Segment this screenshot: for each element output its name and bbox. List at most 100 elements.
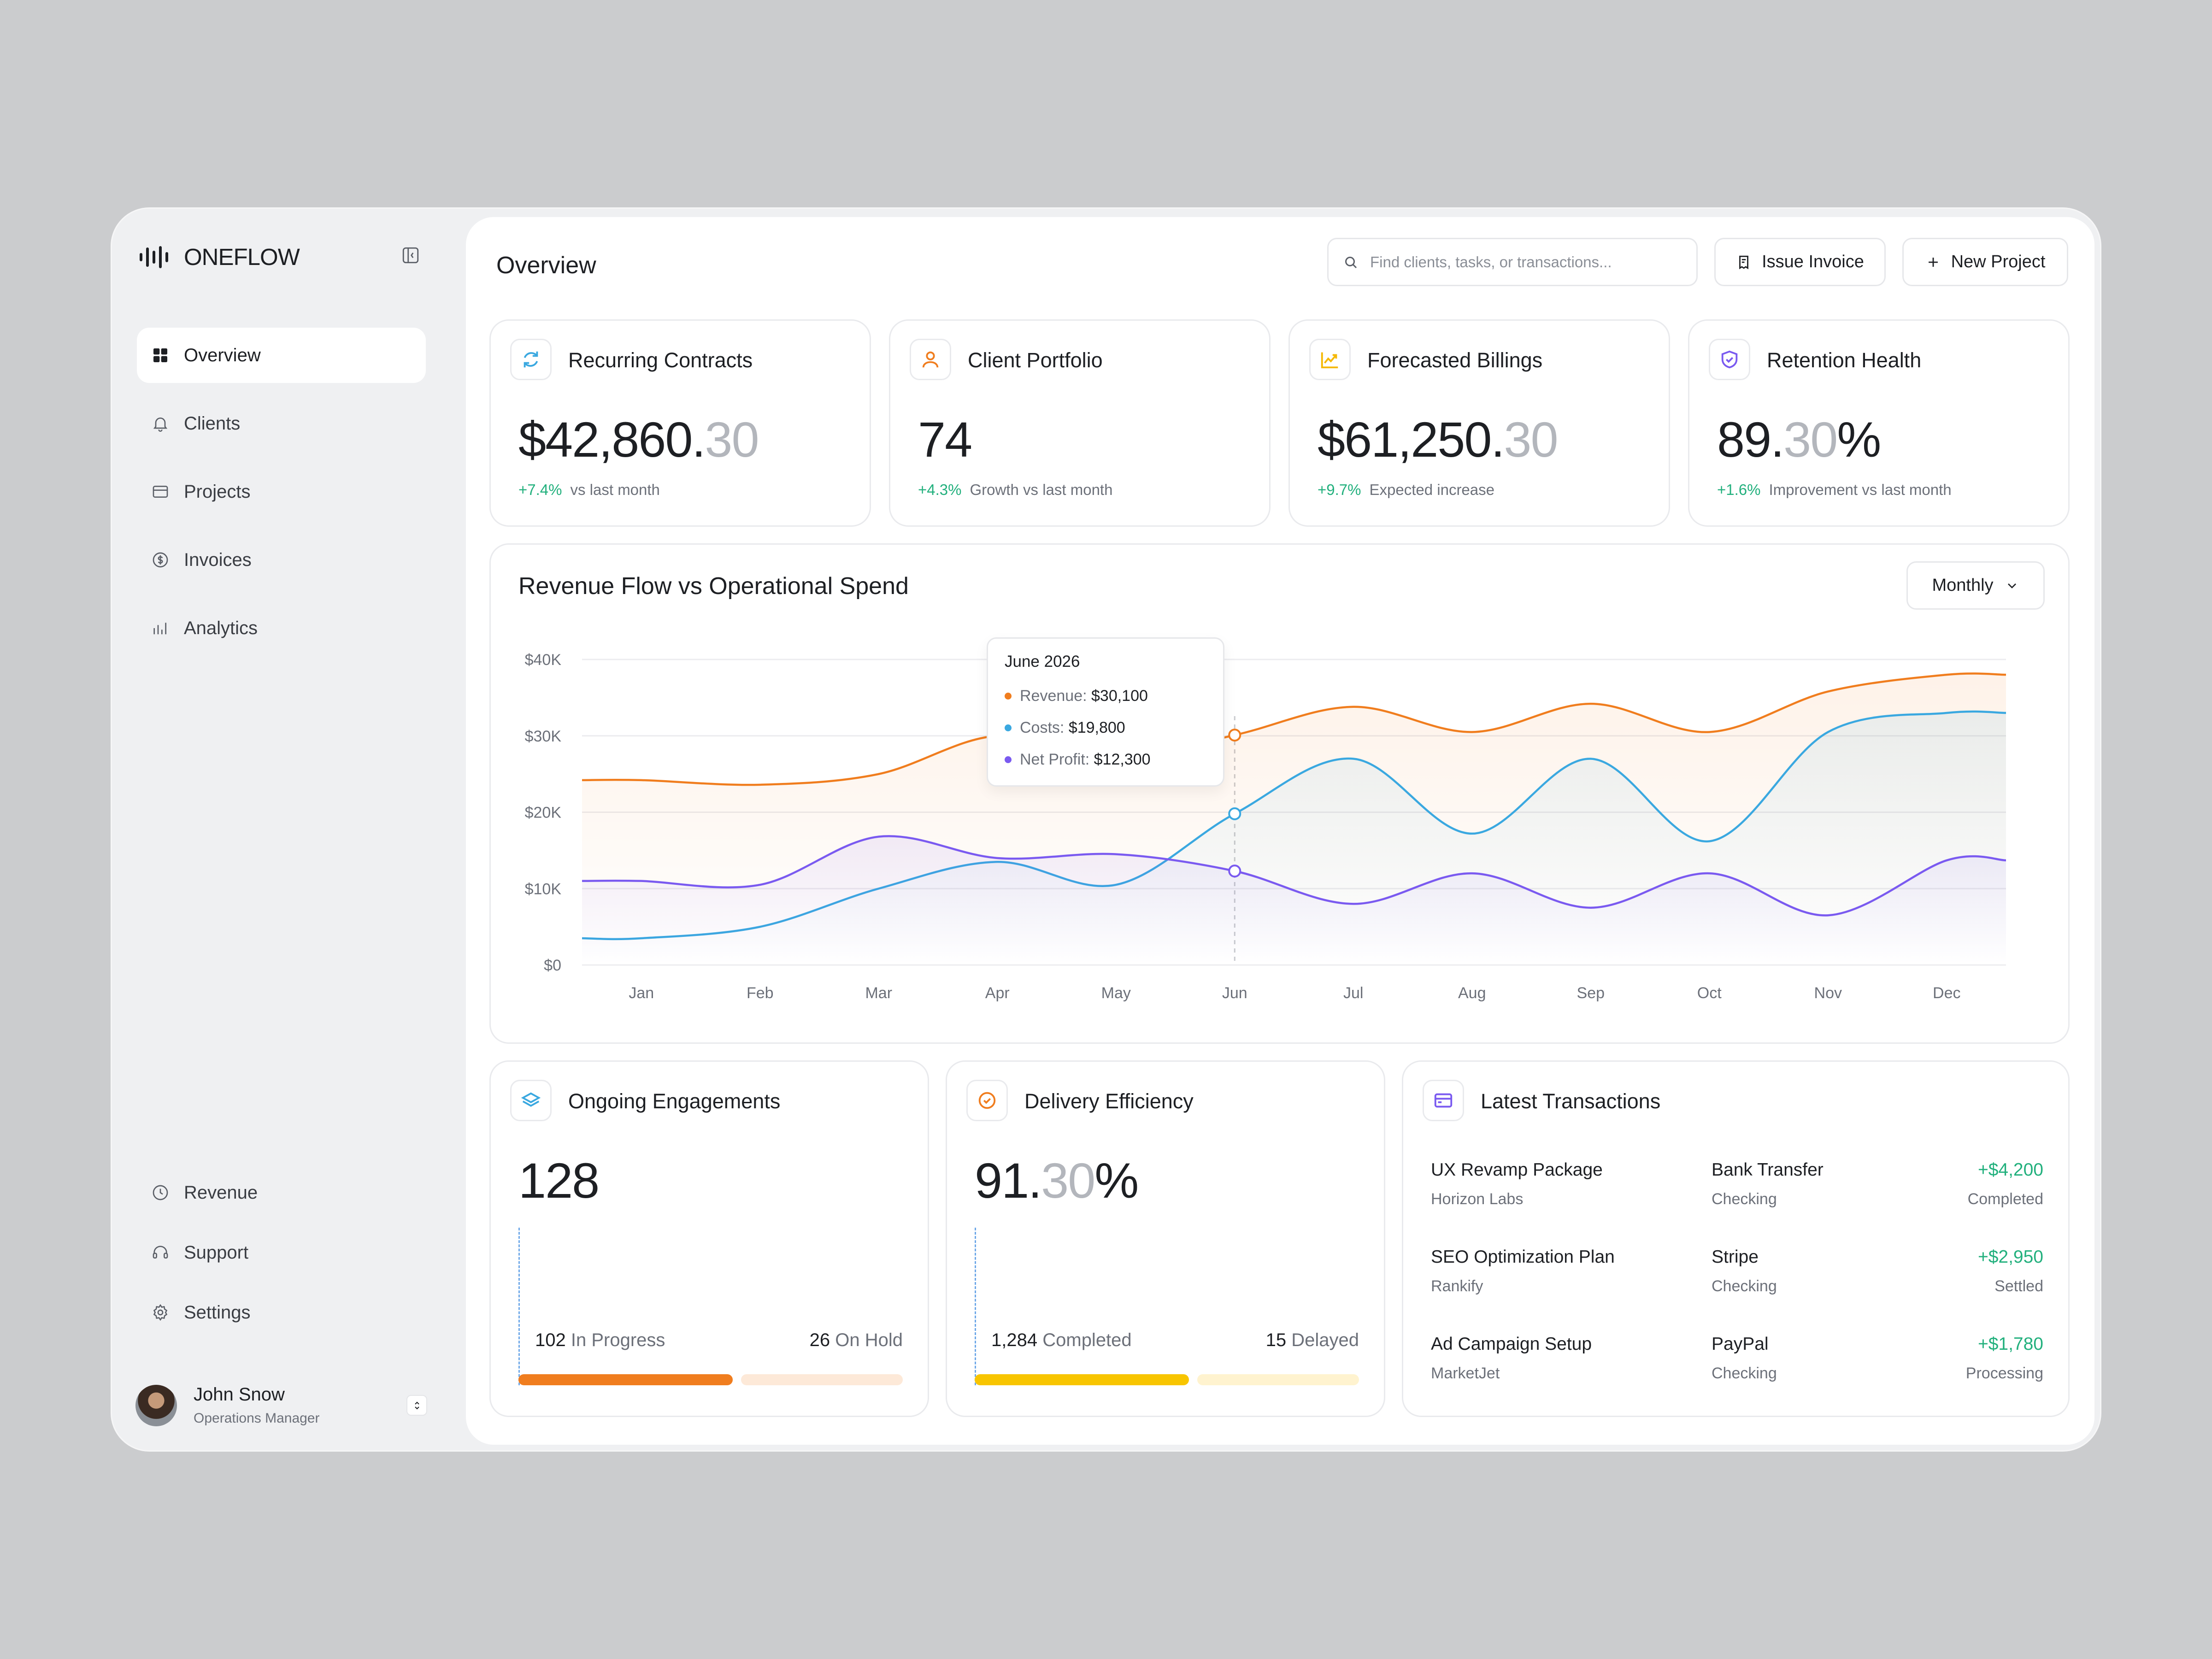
revenue-chart-card: Revenue Flow vs Operational Spend Monthl… — [489, 543, 2070, 1044]
x-tick-label: Apr — [985, 984, 1010, 1002]
stat-card-forecasted-billings[interactable]: Forecasted Billings $61,250.30 +9.7% Expe… — [1288, 319, 1670, 527]
sidebar-nav: Overview Clients Projects Invoices Analy… — [137, 328, 426, 669]
user-profile[interactable]: John Snow Operations Manager — [135, 1381, 427, 1430]
stat-value: $42,860.30 — [518, 412, 759, 467]
y-tick-label: $0 — [544, 957, 561, 974]
chart-tooltip: June 2026 Revenue: $30,100 Costs: $19,80… — [987, 637, 1224, 787]
y-tick-label: $40K — [525, 651, 562, 669]
completed-bar — [975, 1374, 1189, 1385]
progress-marker — [518, 1228, 520, 1385]
x-tick-label: Sep — [1577, 984, 1605, 1002]
sidebar-item-label: Overview — [184, 345, 261, 365]
chevron-up-down-icon — [414, 1401, 419, 1409]
x-tick-label: Jan — [629, 984, 654, 1002]
stat-caption: +1.6% Improvement vs last month — [1717, 481, 1952, 498]
transaction-client: Horizon Labs — [1431, 1190, 1524, 1208]
clock-icon — [151, 1183, 170, 1202]
bell-icon — [151, 414, 170, 433]
user-name: John Snow — [194, 1384, 285, 1405]
sidebar-item-label: Invoices — [184, 549, 252, 570]
sidebar-item-overview[interactable]: Overview — [137, 328, 426, 383]
transaction-client: MarketJet — [1431, 1365, 1500, 1382]
new-project-label: New Project — [1951, 252, 2046, 271]
main-content: Overview Find clients, tasks, or transac… — [466, 217, 2094, 1445]
y-tick-label: $30K — [525, 728, 562, 745]
logo-waveform-icon — [140, 246, 170, 268]
transaction-status: Completed — [1967, 1190, 2043, 1208]
y-tick-label: $20K — [525, 804, 562, 822]
issue-invoice-button[interactable]: Issue Invoice — [1714, 238, 1886, 286]
transaction-name: Ad Campaign Setup — [1431, 1334, 1592, 1354]
completed-legend: 1,284 Completed — [991, 1330, 1132, 1350]
tooltip-row-costs: Costs: $19,800 — [1005, 719, 1125, 737]
stat-value: 74 — [918, 412, 972, 467]
stat-card-retention-health[interactable]: Retention Health 89.30% +1.6% Improvement… — [1688, 319, 2070, 527]
delayed-bar — [1197, 1374, 1359, 1385]
brand-name: ONEFLOW — [184, 244, 300, 270]
card-title: Latest Transactions — [1481, 1089, 1661, 1113]
x-tick-label: Aug — [1458, 984, 1486, 1002]
progress-marker — [975, 1228, 976, 1385]
transaction-account: Checking — [1712, 1365, 1777, 1382]
user-menu-toggle[interactable] — [406, 1395, 427, 1416]
revenue-line-chart[interactable]: $0 $10K $20K $30K $40K Jan Feb Mar Apr May Jun Jul A… — [491, 545, 2068, 1042]
transaction-row[interactable]: SEO Optimization Plan Rankify Stripe Che… — [1431, 1247, 2043, 1302]
delivery-efficiency-card[interactable]: Delivery Efficiency 91.30% 1,284 Complet… — [946, 1060, 1385, 1417]
on-hold-bar — [741, 1374, 903, 1385]
revenue-dot — [1005, 693, 1012, 700]
sidebar-item-revenue[interactable]: Revenue — [137, 1170, 426, 1216]
stat-card-recurring-contracts[interactable]: Recurring Contracts $42,860.30 +7.4% vs l… — [489, 319, 871, 527]
sidebar-item-label: Revenue — [184, 1182, 258, 1203]
engagements-value: 128 — [518, 1153, 600, 1208]
dollar-circle-icon — [151, 550, 170, 570]
x-tick-label: Feb — [747, 984, 774, 1002]
period-dropdown[interactable]: Monthly — [1906, 561, 2045, 610]
transaction-amount: +$2,950 — [1977, 1247, 2043, 1267]
transaction-name: UX Revamp Package — [1431, 1160, 1603, 1180]
transaction-method: Stripe — [1712, 1247, 1759, 1267]
net-profit-dot — [1005, 756, 1012, 763]
sidebar-item-analytics[interactable]: Analytics — [137, 600, 426, 656]
sidebar-item-settings[interactable]: Settings — [137, 1289, 426, 1335]
stat-title: Client Portfolio — [968, 348, 1103, 372]
plus-icon — [1928, 257, 1938, 267]
sidebar-item-invoices[interactable]: Invoices — [137, 532, 426, 588]
sidebar-item-projects[interactable]: Projects — [137, 464, 426, 519]
series-line-net-profit — [582, 835, 2006, 917]
transaction-amount: +$1,780 — [1977, 1334, 2043, 1354]
brand[interactable]: ONEFLOW — [140, 243, 300, 271]
page-title: Overview — [496, 252, 596, 279]
transaction-status: Processing — [1965, 1365, 2043, 1382]
highlight-point-net-profit — [1228, 865, 1241, 878]
sidebar-item-label: Clients — [184, 413, 241, 434]
delivery-value: 91.30% — [975, 1153, 1139, 1208]
new-project-button[interactable]: New Project — [1902, 238, 2068, 286]
stat-caption: +7.4% vs last month — [518, 481, 660, 498]
user-icon — [910, 339, 951, 380]
transaction-row[interactable]: UX Revamp Package Horizon Labs Bank Tran… — [1431, 1160, 2043, 1215]
grid-icon — [151, 346, 170, 365]
x-tick-label: Nov — [1814, 984, 1842, 1002]
sidebar-collapse-icon[interactable] — [401, 246, 420, 265]
user-role: Operations Manager — [194, 1411, 320, 1426]
transaction-method: Bank Transfer — [1712, 1160, 1824, 1180]
chart-title: Revenue Flow vs Operational Spend — [518, 573, 909, 600]
delayed-legend: 15 Delayed — [1265, 1330, 1359, 1350]
x-tick-label: May — [1101, 984, 1131, 1002]
stat-title: Retention Health — [1767, 348, 1922, 372]
search-input[interactable]: Find clients, tasks, or transactions... — [1327, 238, 1698, 286]
sidebar-item-clients[interactable]: Clients — [137, 396, 426, 451]
series-area-net-profit — [582, 836, 2006, 965]
sidebar-item-label: Projects — [184, 481, 251, 502]
highlight-point-costs — [1228, 807, 1241, 820]
avatar — [135, 1384, 177, 1426]
ongoing-engagements-card[interactable]: Ongoing Engagements 128 102 In Progress … — [489, 1060, 929, 1417]
stat-card-client-portfolio[interactable]: Client Portfolio 74 +4.3% Growth vs last … — [889, 319, 1271, 527]
card-title: Delivery Efficiency — [1024, 1089, 1194, 1113]
sidebar-item-label: Settings — [184, 1302, 251, 1323]
sidebar-item-support[interactable]: Support — [137, 1230, 426, 1276]
transaction-row[interactable]: Ad Campaign Setup MarketJet PayPal Check… — [1431, 1334, 2043, 1389]
sidebar-item-label: Analytics — [184, 618, 258, 638]
shield-check-icon — [1709, 339, 1750, 380]
tooltip-title: June 2026 — [1005, 653, 1080, 671]
